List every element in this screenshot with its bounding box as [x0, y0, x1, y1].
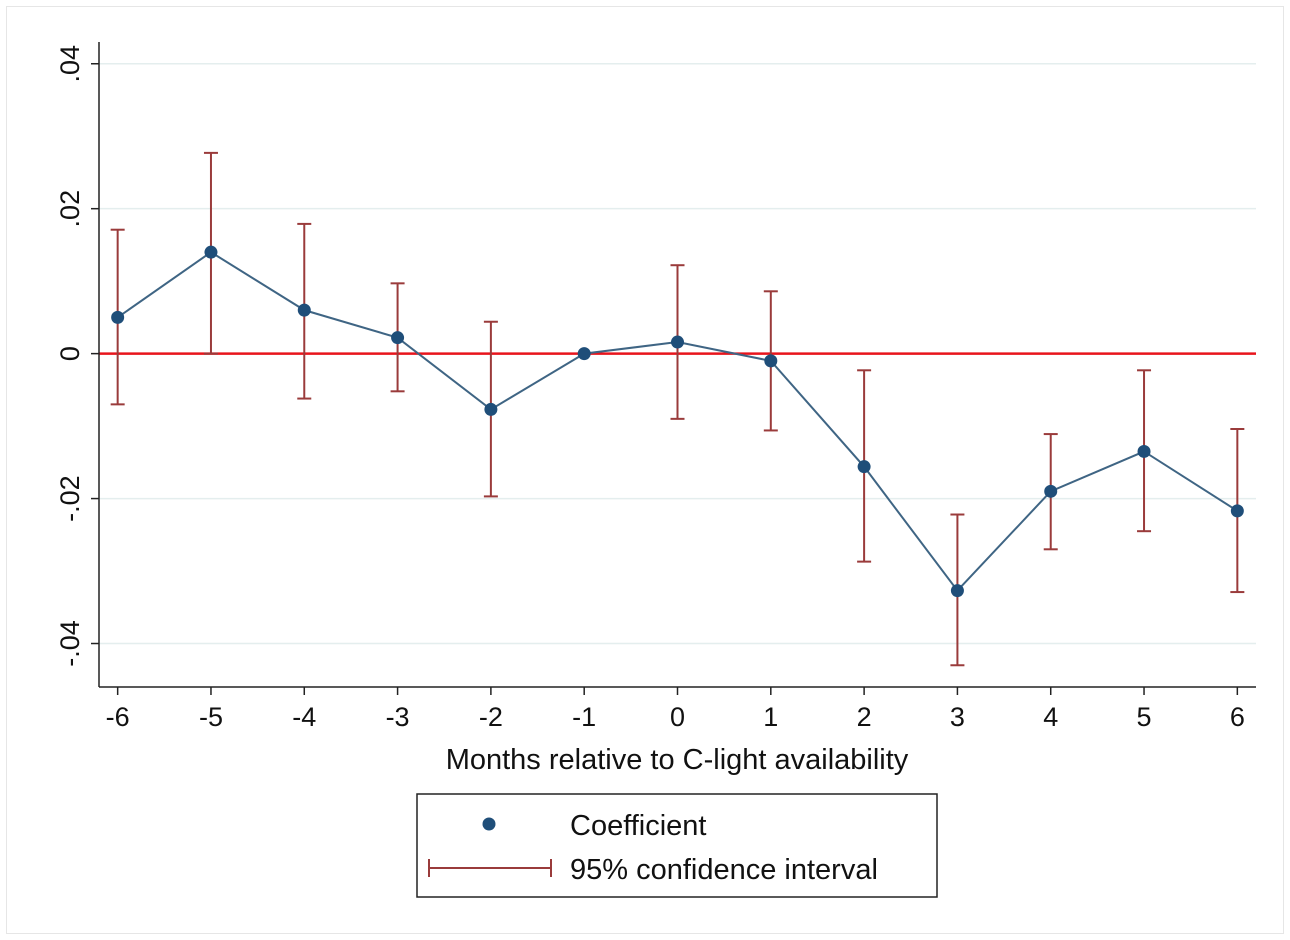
coefficient-point	[297, 303, 311, 317]
x-tick-label: -5	[199, 702, 223, 732]
coefficient-point	[671, 335, 684, 349]
coefficient-point	[1230, 504, 1244, 518]
legend: Coefficient 95% confidence interval	[416, 793, 938, 898]
axes	[91, 42, 1256, 695]
coefficient-point	[391, 331, 405, 345]
y-tick-label: .04	[55, 45, 85, 83]
coefficient-point	[204, 245, 218, 259]
x-tick-label: 1	[763, 702, 778, 732]
coefficient-points	[111, 245, 1244, 598]
legend-coefficient-marker	[482, 817, 496, 831]
coefficient-point	[484, 402, 498, 416]
legend-box	[416, 793, 938, 898]
confidence-intervals	[110, 151, 1245, 667]
tick-labels: -.04 -.02 0 .02 .04 -6 -5 -4 -3 -2 -1 0 1 2 3 4 5 6	[55, 45, 1245, 732]
gridlines	[99, 62, 1256, 645]
chart-frame	[6, 6, 1284, 934]
x-tick-label: 6	[1230, 702, 1245, 732]
coefficient-point	[857, 460, 871, 474]
x-tick-label: -2	[479, 702, 503, 732]
coefficient-point	[111, 310, 125, 324]
y-tick-label: -.02	[55, 475, 85, 522]
x-tick-label: 5	[1137, 702, 1152, 732]
x-tick-label: -4	[292, 702, 316, 732]
x-axis-title: Months relative to C-light availability	[446, 744, 909, 776]
x-tick-label: 3	[950, 702, 965, 732]
x-tick-label: 4	[1043, 702, 1058, 732]
y-tick-label: -.04	[55, 620, 85, 667]
coefficient-point	[1044, 484, 1058, 498]
coefficient-point	[1137, 444, 1151, 458]
y-tick-label: 0	[55, 346, 85, 361]
legend-coefficient-label: Coefficient	[570, 810, 707, 842]
coefficient-point	[764, 354, 778, 368]
legend-ci-marker	[428, 859, 552, 877]
x-tick-label: -1	[572, 702, 596, 732]
x-tick-label: -6	[106, 702, 130, 732]
coefficient-point	[577, 347, 591, 361]
coefficient-point	[950, 584, 964, 598]
x-tick-label: 0	[670, 702, 685, 732]
y-tick-label: .02	[55, 190, 85, 228]
x-tick-label: 2	[857, 702, 872, 732]
x-tick-label: -3	[386, 702, 410, 732]
legend-ci-label: 95% confidence interval	[570, 854, 878, 886]
